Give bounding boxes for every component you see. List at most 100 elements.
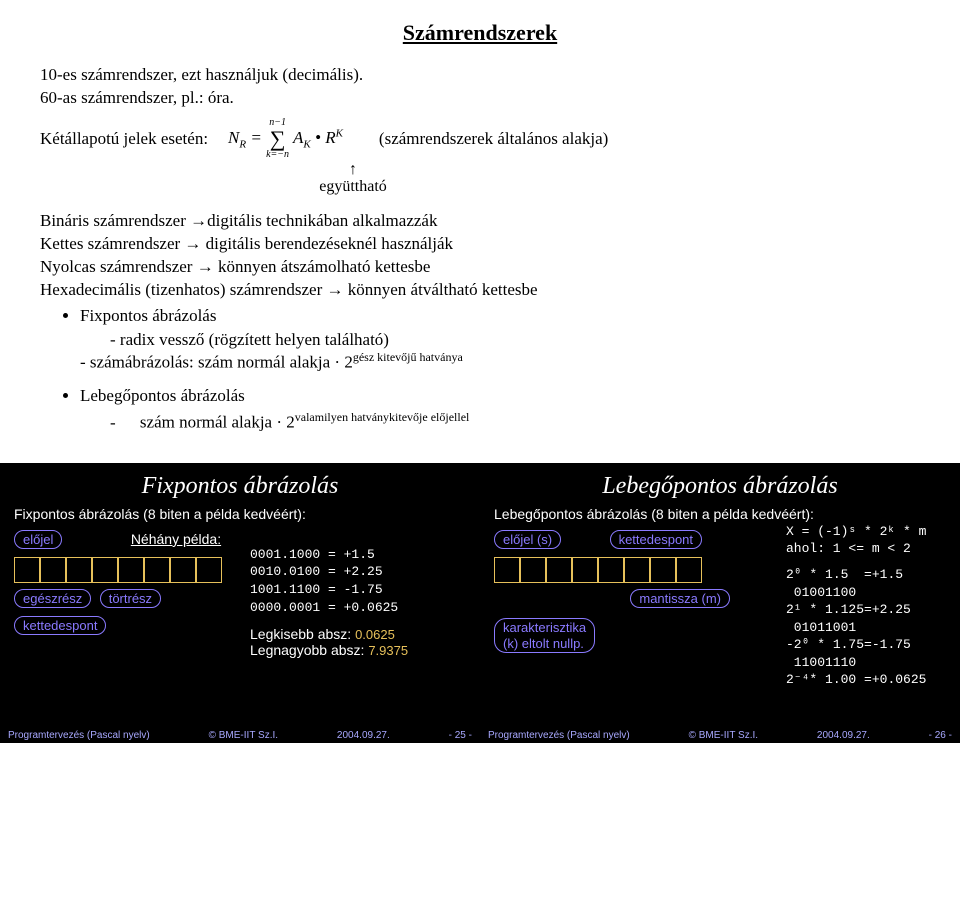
intro-line-1: 10-es számrendszer, ezt használjuk (deci… (40, 64, 920, 87)
oval-mantissza: mantissza (m) (630, 589, 730, 608)
slide2-subtitle: Lebegőpontos ábrázolás (8 biten a példa … (494, 506, 946, 522)
bit-cell (170, 557, 196, 583)
slide2-footer-d: 2004.09.27. (817, 730, 870, 741)
leb-bullet: Lebegőpontos ábrázolás (80, 386, 920, 406)
slide2-examples: 2⁰ * 1.5 =+1.5 01001100 2¹ * 1.125=+2.25… (786, 566, 946, 689)
oval-karakterisztika: karakterisztika (k) eltolt nullp. (494, 618, 595, 653)
bit-cell (144, 557, 170, 583)
formula-prefix: Kétállapotú jelek esetén: (40, 129, 208, 149)
fix-sub-2exp: gész kitevőjű hatványa (353, 350, 463, 364)
slide1-ovals-row2: egészrész törtrész (14, 587, 244, 610)
leb-dash: - (110, 413, 116, 432)
slide1-title: Fixpontos ábrázolás (14, 473, 466, 500)
coefficient-label: együttható (308, 178, 398, 196)
slide2-right: X = (-1)ˢ * 2ᵏ * m ahol: 1 <= m < 2 2⁰ *… (786, 523, 946, 689)
oval-kar-l1: karakterisztika (503, 620, 586, 635)
bit-cell (598, 557, 624, 583)
formula-A: A (293, 128, 303, 147)
oval-kettes: kettedespont (14, 616, 106, 635)
formula-Asub: K (303, 138, 310, 150)
bit-cell (92, 557, 118, 583)
formula-R: R (325, 128, 335, 147)
oval-tort: törtrész (100, 589, 161, 608)
slide-fixpontos: Fixpontos ábrázolás Fixpontos ábrázolás … (0, 463, 480, 743)
formula-N: N (228, 128, 239, 147)
slide2-title: Lebegőpontos ábrázolás (494, 473, 946, 500)
body-line-2: Kettes számrendszer → digitális berendez… (40, 233, 920, 256)
formula-eq: = (250, 128, 266, 147)
formula-Nsub: R (239, 138, 246, 150)
slide2-left: előjel (s) kettedespont mantissza (m) ka… (494, 528, 764, 655)
slide2-footer-p: - 26 - (929, 730, 952, 741)
slide-lebegopontos: Lebegőpontos ábrázolás Lebegőpontos ábrá… (480, 463, 960, 743)
slide1-max: Legnagyobb absz: 7.9375 (250, 642, 408, 658)
slide2-formula: X = (-1)ˢ * 2ᵏ * m ahol: 1 <= m < 2 (786, 523, 946, 558)
sigma-block: n−1 ∑ k=−n (266, 118, 289, 160)
bit-cell (66, 557, 92, 583)
bit-cell (40, 557, 66, 583)
slide1-footer: Programtervezés (Pascal nyelv) © BME-IIT… (8, 730, 472, 741)
bit-cell (624, 557, 650, 583)
slide1-footer-p: - 25 - (449, 730, 472, 741)
body-line-3: Nyolcas számrendszer → könnyen átszámolh… (40, 256, 920, 279)
formula-dot: • (315, 128, 325, 147)
bit-cell (676, 557, 702, 583)
slide2-mant-row: mantissza (m) (494, 587, 734, 610)
document-body: Számrendszerek 10-es számrendszer, ezt h… (0, 0, 960, 433)
bit-cell (520, 557, 546, 583)
slide1-left: előjel Néhány példa: egészrész törtrész (14, 528, 244, 637)
arrow-up-icon: ↑ (308, 162, 398, 178)
oval-kar-l2: (k) eltolt nullp. (503, 636, 584, 651)
oval-elojel: előjel (14, 530, 62, 549)
leb-sub-exp: valamilyen hatványkitevője előjellel (295, 410, 470, 424)
bit-cell (572, 557, 598, 583)
body-line-1: Bináris számrendszer →digitális techniká… (40, 210, 920, 233)
fix-bullet: Fixpontos ábrázolás (80, 306, 920, 326)
oval-egesz: egészrész (14, 589, 91, 608)
bit-cell (118, 557, 144, 583)
slides-row: Fixpontos ábrázolás Fixpontos ábrázolás … (0, 463, 960, 743)
fix-sub-2: - számábrázolás: szám normál alakja · 2g… (80, 350, 920, 373)
fix-sub-1: - radix vessző (rögzített helyen találha… (110, 330, 920, 350)
slide2-kar-row: karakterisztika (k) eltolt nullp. (494, 616, 764, 655)
formula-line: Kétállapotú jelek esetén: NR = n−1 ∑ k=−… (40, 118, 920, 160)
page-title: Számrendszerek (40, 20, 920, 46)
bit-cell (14, 557, 40, 583)
slide1-right: 0001.1000 = +1.5 0010.0100 = +2.25 1001.… (250, 528, 408, 658)
sigma-symbol: ∑ (266, 128, 289, 150)
body-line-4: Hexadecimális (tizenhatos) számrendszer … (40, 279, 920, 302)
slide2-ovals-row1: előjel (s) kettedespont (494, 528, 764, 551)
sigma-bottom: k=−n (266, 150, 289, 160)
slide1-footer-d: 2004.09.27. (337, 730, 390, 741)
slide1-min-val: 0.0625 (355, 627, 395, 642)
formula: NR = n−1 ∑ k=−n AK • RK (228, 118, 343, 160)
bit-cell (650, 557, 676, 583)
bit-cell (546, 557, 572, 583)
slide2-footer-l: Programtervezés (Pascal nyelv) (488, 730, 630, 741)
leb-head: Lebegőpontos ábrázolás (80, 386, 920, 406)
slide1-peldak-label: Néhány példa: (131, 531, 221, 547)
formula-Rsup: K (336, 127, 343, 139)
slide1-max-label: Legnagyobb absz: (250, 642, 368, 658)
slide1-min: Legkisebb absz: 0.0625 (250, 626, 408, 642)
slide2-footer-m: © BME-IIT Sz.I. (689, 730, 758, 741)
formula-note: (számrendszerek általános alakja) (379, 129, 608, 149)
slide1-bitrow (14, 557, 244, 583)
bit-cell (494, 557, 520, 583)
oval-kettes-2: kettedespont (610, 530, 702, 549)
coefficient-block: ↑ együttható (308, 162, 398, 196)
slide1-examples: 0001.1000 = +1.5 0010.0100 = +2.25 1001.… (250, 546, 408, 616)
slide1-subtitle: Fixpontos ábrázolás (8 biten a példa ked… (14, 506, 466, 522)
leb-sub-a: szám normál alakja · 2 (140, 413, 295, 432)
slide1-max-val: 7.9375 (368, 643, 408, 658)
leb-sub: - szám normál alakja · 2valamilyen hatvá… (110, 410, 920, 433)
slide2-bitrow (494, 557, 764, 583)
slide1-footer-l: Programtervezés (Pascal nyelv) (8, 730, 150, 741)
oval-elojel-s: előjel (s) (494, 530, 561, 549)
bit-cell (196, 557, 222, 583)
slide1-min-label: Legkisebb absz: (250, 626, 355, 642)
intro-line-2: 60-as számrendszer, pl.: óra. (40, 87, 920, 110)
slide1-ovals-row3: kettedespont (14, 614, 244, 637)
fix-sub-2a: - számábrázolás: szám normál alakja · 2 (80, 352, 353, 371)
slide2-footer: Programtervezés (Pascal nyelv) © BME-IIT… (488, 730, 952, 741)
